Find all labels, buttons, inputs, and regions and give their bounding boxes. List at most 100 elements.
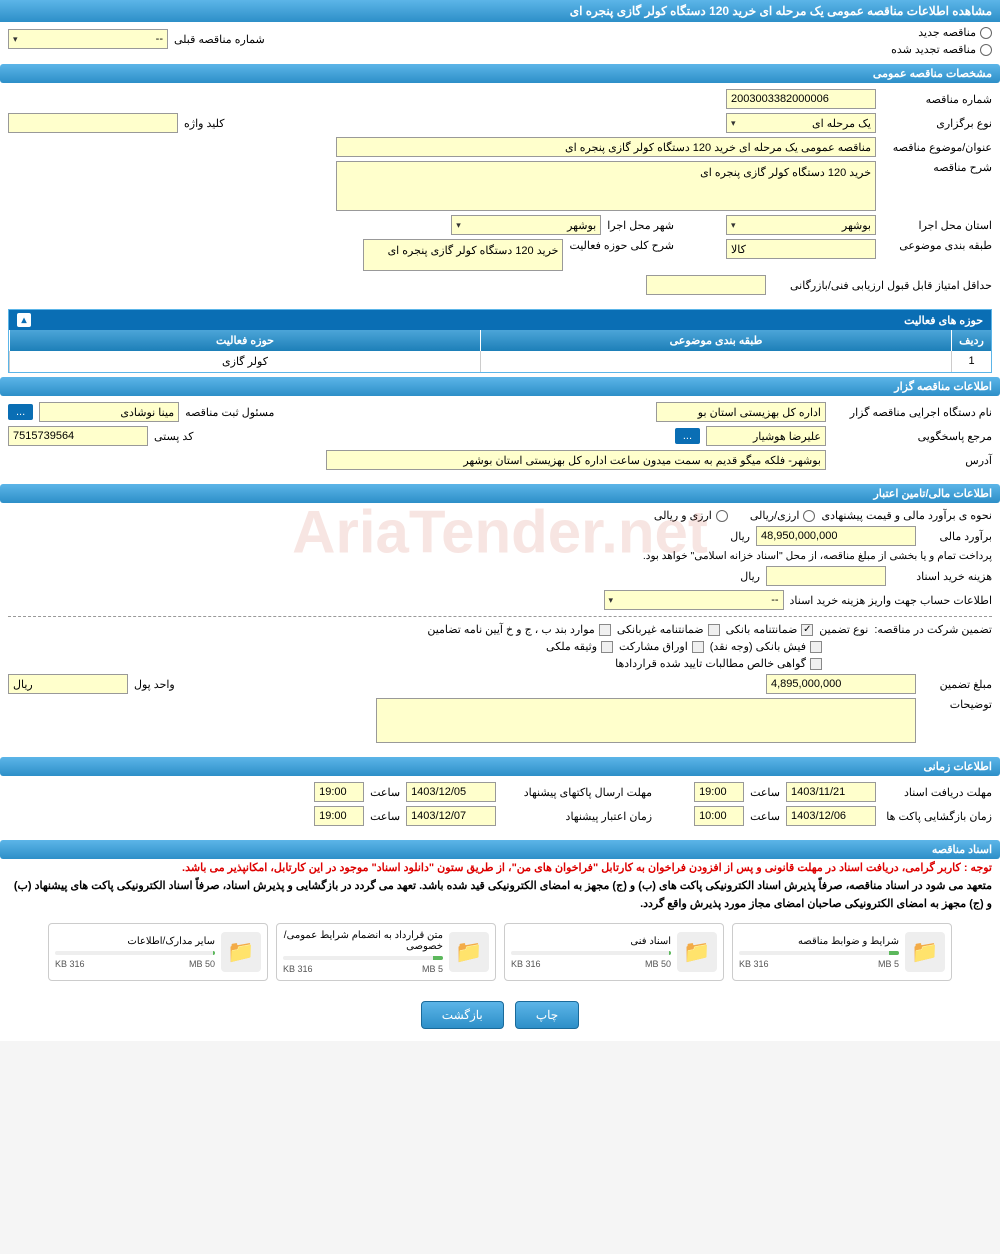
file-used: 316 KB: [511, 959, 541, 969]
type-label: نوع برگزاری: [882, 117, 992, 130]
folder-icon: 📁: [905, 932, 945, 972]
chk-property[interactable]: وثیقه ملکی: [546, 640, 613, 653]
file-limit: 50 MB: [189, 959, 215, 969]
registrar-label: مسئول ثبت مناقصه: [185, 406, 274, 419]
open-date-input[interactable]: 1403/12/06: [786, 806, 876, 826]
radio-rialfx[interactable]: ارزی/ریالی: [750, 509, 816, 522]
radio-renewed-label: مناقصه تجدید شده: [891, 43, 976, 56]
open-time-label: ساعت: [750, 810, 780, 823]
radio-new-label: مناقصه جدید: [918, 26, 976, 39]
city-select[interactable]: بوشهر ▾: [451, 215, 601, 235]
org-input: اداره کل بهزیستی استان بو: [656, 402, 826, 422]
number-label: شماره مناقصه: [882, 93, 992, 106]
chk-bylaw[interactable]: موارد بند ب ، ج و خ آیین نامه تضامین: [427, 623, 610, 636]
file-card[interactable]: 📁 سایر مدارک/اطلاعات 50 MB 316 KB: [48, 923, 268, 981]
number-input: 2003003382000006: [726, 89, 876, 109]
folder-icon: 📁: [221, 932, 261, 972]
postal-input: 7515739564: [8, 426, 148, 446]
validity-time-label: ساعت: [370, 810, 400, 823]
page-title: مشاهده اطلاعات مناقصه عمومی یک مرحله ای …: [0, 0, 1000, 22]
subject-input[interactable]: مناقصه عمومی یک مرحله ای خرید 120 دستگاه…: [336, 137, 876, 157]
guarantee-amount-input[interactable]: 4,895,000,000: [766, 674, 916, 694]
keyword-input[interactable]: [8, 113, 178, 133]
send-date-input[interactable]: 1403/12/05: [406, 782, 496, 802]
radio-fxrial[interactable]: ارزی و ریالی: [654, 509, 728, 522]
estimate-label: برآورد مالی: [922, 530, 992, 543]
col-scope: حوزه فعالیت: [9, 330, 480, 351]
receive-time-label: ساعت: [750, 786, 780, 799]
contact-more-button[interactable]: ...: [675, 428, 700, 444]
receive-label: مهلت دریافت اسناد: [882, 786, 992, 799]
file-name: شرایط و ضوابط مناقصه: [739, 936, 899, 947]
section-documents-header: اسناد مناقصه: [0, 840, 1000, 859]
back-button[interactable]: بازگشت: [421, 1001, 504, 1029]
minscore-label: حداقل امتیاز قابل قبول ارزیابی فنی/بازرگ…: [772, 279, 992, 292]
desc-textarea[interactable]: خرید 120 دستگاه کولر گازی پنجره ای: [336, 161, 876, 211]
chk-bank[interactable]: ضمانتنامه بانکی: [726, 623, 814, 636]
contact-label: مرجع پاسخگویی: [832, 430, 992, 443]
unit-input[interactable]: ریال: [8, 674, 128, 694]
prev-number-select[interactable]: -- ▾: [8, 29, 168, 49]
estimate-input[interactable]: 48,950,000,000: [756, 526, 916, 546]
file-name: سایر مدارک/اطلاعات: [55, 936, 215, 947]
file-limit: 5 MB: [422, 964, 443, 974]
chk-receivables[interactable]: گواهی خالص مطالبات تایید شده قراردادها: [615, 657, 822, 670]
file-card[interactable]: 📁اسناد فنی50 MB316 KB: [504, 923, 724, 981]
open-time-input[interactable]: 10:00: [694, 806, 744, 826]
docfee-label: هزینه خرید اسناد: [892, 570, 992, 583]
file-used: 316 KB: [55, 959, 85, 969]
radio-new-tender[interactable]: مناقصه جدید: [891, 26, 992, 39]
send-time-input[interactable]: 19:00: [314, 782, 364, 802]
radio-renewed-tender[interactable]: مناقصه تجدید شده: [891, 43, 992, 56]
chevron-down-icon: ▾: [609, 595, 614, 606]
collapse-icon[interactable]: ▴: [17, 313, 31, 327]
org-label: نام دستگاه اجرایی مناقصه گزار: [832, 406, 992, 419]
docfee-input[interactable]: [766, 566, 886, 586]
chevron-down-icon: ▾: [13, 34, 18, 45]
col-row: ردیف: [951, 330, 991, 351]
registrar-more-button[interactable]: ...: [8, 404, 33, 420]
chk-bonds[interactable]: اوراق مشارکت: [619, 640, 704, 653]
treasury-note: پرداخت تمام و یا بخشی از مبلغ مناقصه، از…: [643, 550, 992, 562]
minscore-input[interactable]: [646, 275, 766, 295]
province-label: استان محل اجرا: [882, 219, 992, 232]
print-button[interactable]: چاپ: [515, 1001, 579, 1029]
validity-time-input[interactable]: 19:00: [314, 806, 364, 826]
chevron-down-icon: ▾: [731, 118, 736, 129]
documents-note-red: توجه : کاربر گرامی، دریافت اسناد در مهلت…: [0, 859, 1000, 876]
chk-nonbank[interactable]: ضمانتنامه غیربانکی: [617, 623, 720, 636]
scope-label: شرح کلی حوزه فعالیت: [569, 239, 674, 252]
prev-number-label: شماره مناقصه قبلی: [174, 33, 265, 46]
file-limit: 50 MB: [645, 959, 671, 969]
guarantee-type-label: نوع تضمین: [819, 623, 868, 636]
province-select[interactable]: بوشهر ▾: [726, 215, 876, 235]
type-select[interactable]: یک مرحله ای ▾: [726, 113, 876, 133]
file-card[interactable]: 📁شرایط و ضوابط مناقصه5 MB316 KB: [732, 923, 952, 981]
col-category: طبقه بندی موضوعی: [480, 330, 951, 351]
chk-cash[interactable]: فیش بانکی (وجه نقد): [710, 640, 822, 653]
receive-date-input[interactable]: 1403/11/21: [786, 782, 876, 802]
folder-icon: 📁: [677, 932, 717, 972]
category-input[interactable]: کالا: [726, 239, 876, 259]
chevron-down-icon: ▾: [731, 220, 736, 231]
file-card[interactable]: 📁متن قرارداد به انضمام شرایط عمومی/خصوصی…: [276, 923, 496, 981]
section-organizer-header: اطلاعات مناقصه گزار: [0, 377, 1000, 396]
address-input: بوشهر- فلکه میگو قدیم به سمت میدون ساعت …: [326, 450, 826, 470]
validity-date-input[interactable]: 1403/12/07: [406, 806, 496, 826]
file-used: 316 KB: [283, 964, 313, 974]
file-used: 316 KB: [739, 959, 769, 969]
validity-label: زمان اعتبار پیشنهاد: [502, 810, 652, 823]
section-timing-header: اطلاعات زمانی: [0, 757, 1000, 776]
docfee-currency: ریال: [740, 570, 760, 583]
address-label: آدرس: [832, 454, 992, 467]
chevron-down-icon: ▾: [456, 220, 461, 231]
account-select[interactable]: -- ▾: [604, 590, 784, 610]
section-general-header: مشخصات مناقصه عمومی: [0, 64, 1000, 83]
open-label: زمان بازگشایی پاکت ها: [882, 810, 992, 823]
remarks-textarea[interactable]: [376, 698, 916, 743]
category-label: طبقه بندی موضوعی: [882, 239, 992, 252]
keyword-label: کلید واژه: [184, 117, 224, 130]
scope-textarea[interactable]: خرید 120 دستگاه کولر گازی پنجره ای: [363, 239, 563, 271]
unit-label: واحد پول: [134, 678, 175, 691]
receive-time-input[interactable]: 19:00: [694, 782, 744, 802]
